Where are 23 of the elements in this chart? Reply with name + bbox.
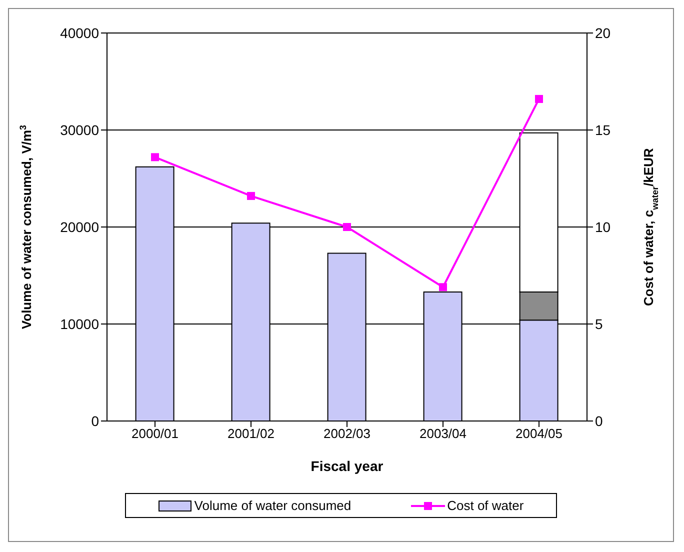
y-tick-label: 20000 [60,218,100,235]
legend-label: Volume of water consumed [194,498,352,513]
y2-tick-label: 15 [595,122,611,138]
x-tick-label: 2002/03 [324,426,370,442]
y2-tick-label: 5 [595,316,603,332]
point [535,94,543,103]
point [247,192,255,200]
y-tick-label: 30000 [60,122,100,138]
x-tick-label: 2003/04 [420,426,466,442]
y2-tick-label: 20 [595,24,611,41]
y-tick-label: 0 [91,412,100,429]
legend-label: Cost of water [447,498,524,513]
x-tick-label: 2001/02 [228,426,274,442]
x-axis-title: Fiscal year [310,458,384,474]
x-tick-label: 2004/05 [516,426,562,442]
x-tick-label: 2000/01 [132,426,178,442]
y2-tick-label: 10 [595,218,611,235]
y2-tick-label: 0 [595,412,603,429]
y-tick-label: 10000 [60,316,100,332]
point [439,283,447,292]
point [151,153,159,162]
point [343,223,351,231]
y-tick-label: 40000 [60,24,100,41]
